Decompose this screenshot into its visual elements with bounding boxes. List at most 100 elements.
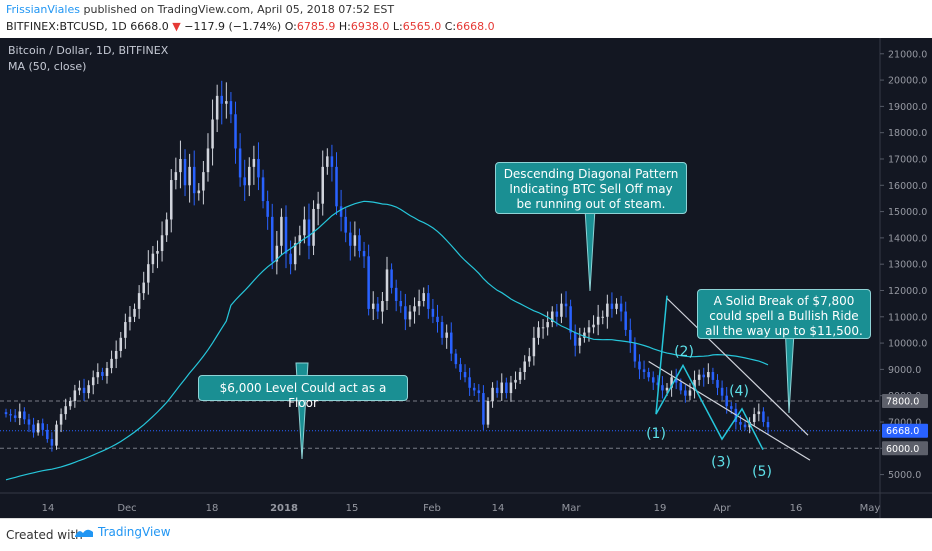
- y-tick-label: 16000.0: [888, 181, 927, 192]
- wave-label: (5): [752, 464, 772, 480]
- candle-body: [50, 439, 54, 446]
- candle-body: [197, 190, 201, 194]
- candle-body: [179, 158, 182, 173]
- candle-body: [142, 282, 145, 294]
- chart-header: FrissianViales published on TradingView.…: [0, 0, 932, 38]
- candle-body: [312, 208, 315, 246]
- breakout-callout: A Solid Break of $7,800 could spell a Bu…: [697, 289, 871, 339]
- candle-body: [440, 322, 444, 338]
- moving-average-line: [5, 200, 769, 481]
- y-tick-label: 9000.0: [888, 365, 921, 376]
- candle-body: [427, 293, 430, 309]
- candle-body: [156, 251, 159, 254]
- candle-body: [550, 311, 554, 323]
- candle-body: [656, 382, 660, 386]
- candle-body: [59, 414, 63, 425]
- candle-body: [243, 177, 246, 186]
- candle-body: [160, 235, 164, 252]
- candle-body: [13, 415, 17, 419]
- candle-body: [555, 311, 559, 317]
- candle-body: [371, 303, 375, 309]
- candle-body: [661, 385, 664, 391]
- candle-body: [147, 264, 150, 283]
- wave-label: (4): [729, 384, 749, 400]
- x-tick-label: May: [860, 503, 881, 514]
- candle-body: [601, 316, 605, 318]
- price-axis-bg: [880, 38, 932, 518]
- candle-body: [349, 232, 352, 246]
- candle-body: [459, 364, 462, 373]
- candle-body: [482, 393, 485, 425]
- candle-body: [96, 372, 100, 378]
- y-tick-label: 15000.0: [888, 207, 927, 218]
- candle-body: [587, 327, 591, 333]
- candle-body: [596, 316, 600, 325]
- candle-body: [353, 235, 357, 246]
- candle-body: [41, 423, 44, 430]
- candle-body: [36, 423, 40, 433]
- candle-body: [560, 303, 563, 317]
- candle-body: [615, 303, 618, 309]
- tradingview-brand[interactable]: TradingView: [74, 525, 171, 539]
- candle-body: [303, 219, 306, 236]
- candle-body: [18, 411, 22, 419]
- candle-body: [215, 95, 219, 120]
- price-chart[interactable]: 5000.06000.07000.08000.09000.010000.0110…: [0, 38, 932, 518]
- candle-body: [757, 411, 761, 415]
- candle-body: [624, 311, 627, 330]
- candle-body: [110, 358, 113, 369]
- candle-body: [564, 303, 568, 307]
- candle-body: [316, 203, 320, 209]
- x-tick-label: Mar: [562, 503, 582, 514]
- author-link[interactable]: FrissianViales: [6, 3, 80, 16]
- candle-body: [697, 374, 701, 380]
- candle-body: [55, 424, 58, 446]
- price-label: 7800.0: [886, 396, 919, 407]
- candle-body: [399, 301, 403, 307]
- y-tick-label: 12000.0: [888, 286, 927, 297]
- x-tick-label: 19: [654, 503, 667, 514]
- candle-body: [642, 369, 646, 373]
- price-label-box: [882, 441, 928, 456]
- candle-body: [321, 166, 324, 204]
- tradingview-logo-icon: [75, 529, 93, 537]
- y-tick-label: 10000.0: [888, 339, 927, 350]
- candle-body: [4, 412, 8, 415]
- candle-body: [289, 253, 292, 265]
- candle-body: [174, 172, 178, 181]
- candles-group: [4, 80, 770, 452]
- wedge-line: [648, 360, 811, 461]
- floor-callout: $6,000 Level Could act as a Floor: [198, 375, 408, 410]
- brand-text: TradingView: [98, 525, 171, 539]
- candle-body: [27, 419, 31, 425]
- close-label: C:: [444, 20, 457, 33]
- indicator-label[interactable]: MA (50, close): [8, 60, 87, 73]
- wave-label: (2): [674, 344, 694, 360]
- candle-body: [445, 332, 448, 338]
- candle-body: [248, 166, 251, 186]
- candle-body: [229, 101, 233, 115]
- candle-body: [114, 350, 118, 359]
- candle-body: [252, 158, 256, 167]
- candle-body: [358, 235, 361, 252]
- candle-body: [688, 390, 692, 396]
- price-change: −117.9 (−1.74%): [184, 20, 282, 33]
- x-tick-label: 15: [346, 503, 359, 514]
- candle-body: [69, 400, 72, 407]
- candle-body: [711, 372, 715, 380]
- y-tick-label: 17000.0: [888, 154, 927, 165]
- candle-body: [385, 269, 389, 302]
- low-label: L:: [392, 20, 403, 33]
- chart-title: Bitcoin / Dollar, 1D, BITFINEX: [8, 44, 169, 57]
- candle-body: [206, 148, 210, 173]
- candle-body: [381, 301, 384, 312]
- chart-area[interactable]: 5000.06000.07000.08000.09000.010000.0110…: [0, 38, 932, 518]
- publish-line: FrissianViales published on TradingView.…: [6, 3, 394, 16]
- y-tick-label: 18000.0: [888, 128, 927, 139]
- candle-body: [266, 201, 269, 217]
- candle-body: [509, 382, 513, 394]
- candle-body: [183, 158, 187, 186]
- candle-body: [238, 148, 242, 178]
- candle-body: [101, 372, 104, 376]
- price-label-box: [882, 393, 928, 408]
